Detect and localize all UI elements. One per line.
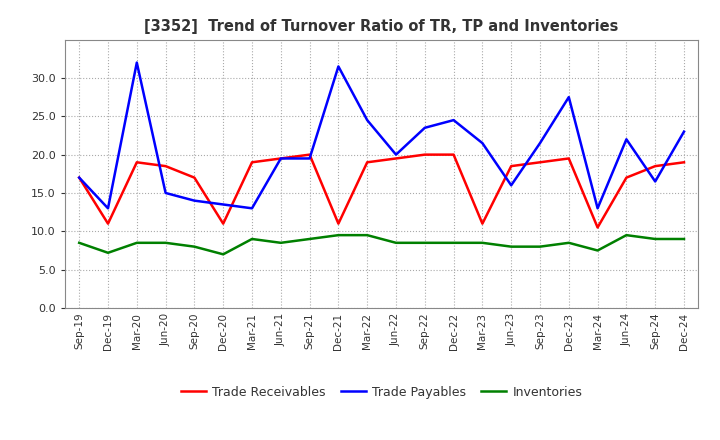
Line: Trade Receivables: Trade Receivables xyxy=(79,154,684,227)
Trade Receivables xyxy=(75,175,84,180)
Trade Payables xyxy=(276,156,285,161)
Trade Payables xyxy=(564,95,573,100)
Trade Receivables xyxy=(392,156,400,161)
Line: Trade Payables: Trade Payables xyxy=(79,62,684,208)
Trade Receivables xyxy=(248,160,256,165)
Trade Receivables xyxy=(680,160,688,165)
Inventories xyxy=(363,232,372,238)
Inventories xyxy=(593,248,602,253)
Trade Receivables xyxy=(420,152,429,157)
Trade Payables xyxy=(478,140,487,146)
Inventories xyxy=(536,244,544,249)
Trade Payables xyxy=(680,129,688,134)
Trade Receivables xyxy=(104,221,112,226)
Trade Payables xyxy=(75,175,84,180)
Trade Receivables xyxy=(536,160,544,165)
Inventories xyxy=(564,240,573,246)
Inventories xyxy=(132,240,141,246)
Trade Payables xyxy=(161,191,170,196)
Inventories xyxy=(276,240,285,246)
Trade Payables xyxy=(334,64,343,69)
Trade Receivables xyxy=(305,152,314,157)
Trade Payables xyxy=(593,205,602,211)
Inventories xyxy=(219,252,228,257)
Trade Payables xyxy=(305,156,314,161)
Inventories xyxy=(507,244,516,249)
Trade Receivables xyxy=(219,221,228,226)
Inventories xyxy=(478,240,487,246)
Trade Receivables xyxy=(478,221,487,226)
Inventories xyxy=(104,250,112,256)
Inventories xyxy=(334,232,343,238)
Trade Payables xyxy=(536,140,544,146)
Trade Payables xyxy=(622,137,631,142)
Inventories xyxy=(651,236,660,242)
Trade Receivables xyxy=(449,152,458,157)
Trade Payables xyxy=(507,183,516,188)
Trade Payables xyxy=(104,205,112,211)
Trade Receivables xyxy=(651,164,660,169)
Inventories xyxy=(420,240,429,246)
Inventories xyxy=(248,236,256,242)
Trade Payables xyxy=(449,117,458,123)
Trade Payables xyxy=(219,202,228,207)
Inventories xyxy=(190,244,199,249)
Inventories xyxy=(305,236,314,242)
Trade Receivables xyxy=(622,175,631,180)
Trade Receivables xyxy=(190,175,199,180)
Trade Payables xyxy=(651,179,660,184)
Line: Inventories: Inventories xyxy=(79,235,684,254)
Trade Payables xyxy=(363,117,372,123)
Trade Receivables xyxy=(593,225,602,230)
Trade Receivables xyxy=(334,221,343,226)
Legend: Trade Receivables, Trade Payables, Inventories: Trade Receivables, Trade Payables, Inven… xyxy=(176,381,588,404)
Inventories xyxy=(680,236,688,242)
Trade Receivables xyxy=(132,160,141,165)
Inventories xyxy=(392,240,400,246)
Inventories xyxy=(449,240,458,246)
Inventories xyxy=(161,240,170,246)
Trade Receivables xyxy=(507,164,516,169)
Trade Receivables xyxy=(564,156,573,161)
Trade Receivables xyxy=(161,164,170,169)
Inventories xyxy=(622,232,631,238)
Trade Payables xyxy=(392,152,400,157)
Title: [3352]  Trend of Turnover Ratio of TR, TP and Inventories: [3352] Trend of Turnover Ratio of TR, TP… xyxy=(145,19,618,34)
Trade Payables xyxy=(190,198,199,203)
Inventories xyxy=(75,240,84,246)
Trade Payables xyxy=(248,205,256,211)
Trade Payables xyxy=(420,125,429,130)
Trade Receivables xyxy=(276,156,285,161)
Trade Payables xyxy=(132,60,141,65)
Trade Receivables xyxy=(363,160,372,165)
